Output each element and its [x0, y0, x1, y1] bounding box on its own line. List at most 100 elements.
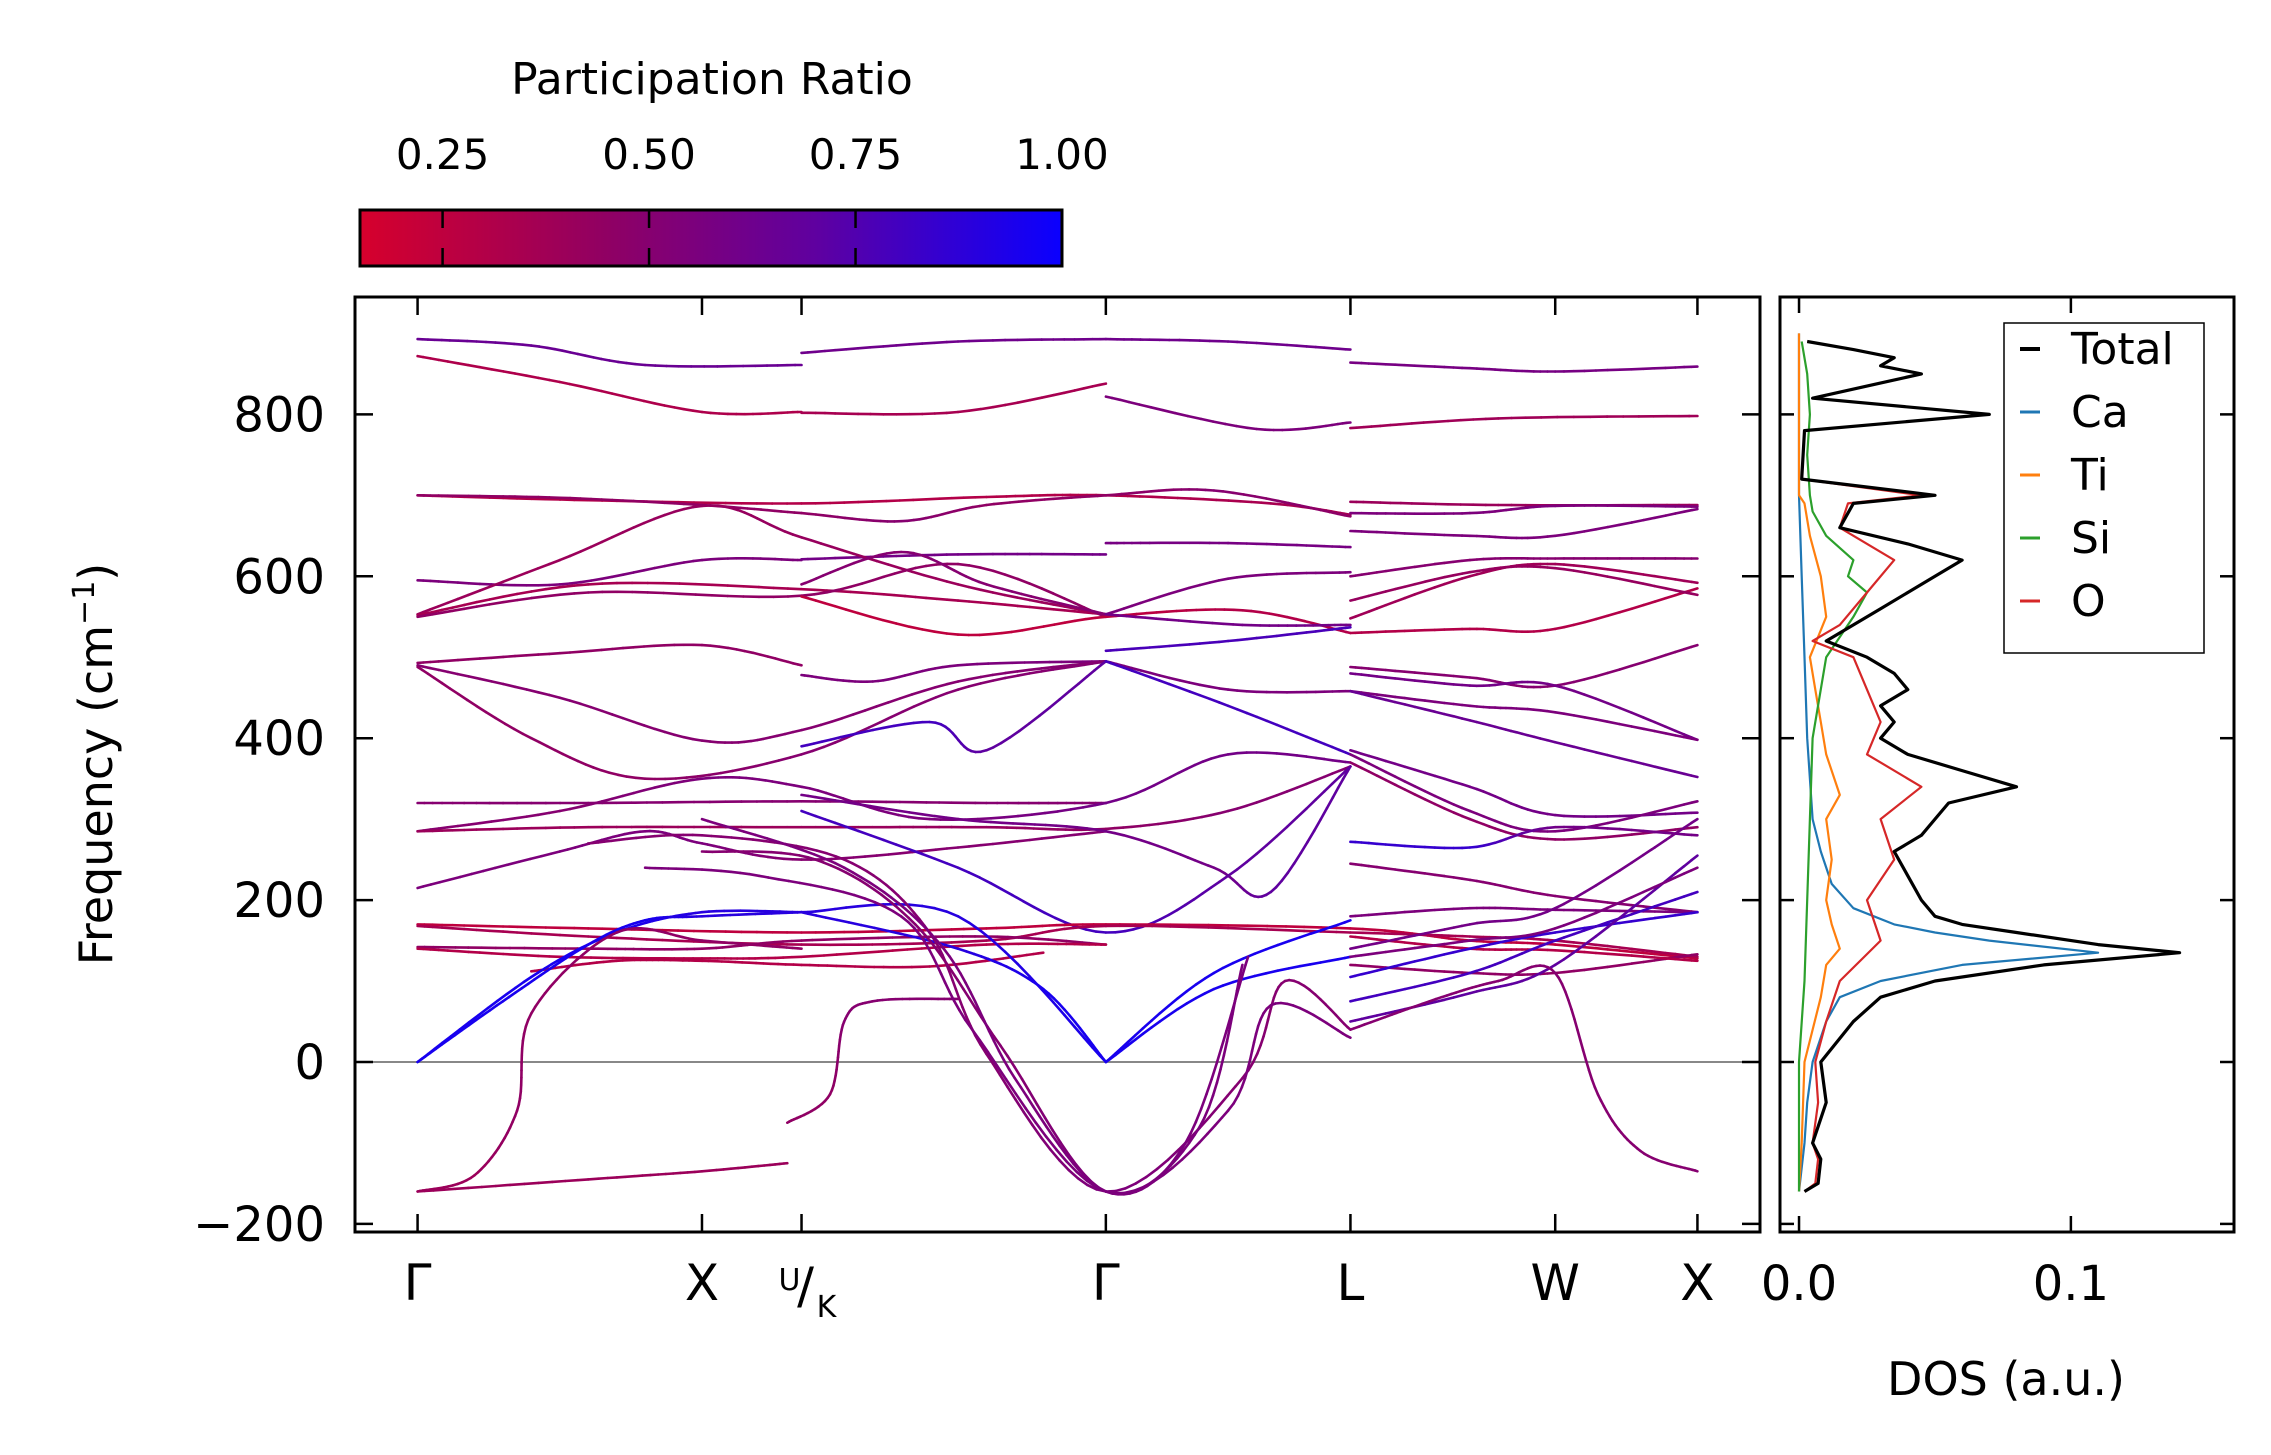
- band-segment: [770, 850, 783, 855]
- band-segment: [1168, 676, 1181, 682]
- band-segment: [997, 1049, 1006, 1062]
- band-segment: [1135, 611, 1148, 616]
- band-segment: [1212, 966, 1225, 975]
- band-segment: [876, 949, 895, 954]
- band-segment: [1073, 663, 1086, 668]
- band-segment: [1642, 846, 1657, 857]
- band-b68: [1349, 866, 1699, 959]
- band-segment: [513, 372, 529, 378]
- band-segment: [1063, 608, 1076, 613]
- band-segment: [572, 934, 590, 938]
- band-segment: [1452, 970, 1464, 974]
- band-segment: [808, 787, 820, 792]
- band-segment: [1413, 705, 1427, 711]
- band-segment: [856, 802, 872, 808]
- band-segment: [964, 981, 972, 994]
- band-segment: [453, 1028, 464, 1037]
- band-segment: [555, 971, 565, 982]
- band-segment: [1553, 533, 1566, 538]
- band-segment: [547, 558, 562, 566]
- band-segment: [1562, 943, 1576, 948]
- band-segment: [1000, 887, 1014, 897]
- band-segment: [522, 975, 533, 984]
- band-segment: [967, 682, 983, 688]
- band-segment: [801, 848, 816, 856]
- band-segment: [1177, 619, 1192, 623]
- band-segment: [1653, 807, 1667, 814]
- band-segment: [1674, 952, 1686, 957]
- colorbar-title: Participation Ratio: [511, 54, 913, 105]
- band-segment: [1188, 620, 1203, 624]
- band-segment: [1143, 784, 1155, 792]
- band-segment: [893, 722, 906, 728]
- band-segment: [1460, 570, 1472, 575]
- band-segment: [851, 874, 862, 882]
- band-segment: [992, 1039, 1001, 1052]
- band-segment: [967, 818, 982, 823]
- band-segment: [1553, 894, 1566, 899]
- band-segment: [1134, 615, 1147, 620]
- band-segment: [1234, 1076, 1244, 1088]
- band-segment: [806, 596, 818, 602]
- band-b69: [1349, 817, 1699, 951]
- band-segment: [1367, 964, 1379, 969]
- band-segment: [700, 776, 712, 781]
- band-segment: [1423, 944, 1437, 949]
- band-segment: [1546, 738, 1557, 744]
- band-b33: [1104, 625, 1352, 653]
- band-segment: [1690, 592, 1699, 597]
- band-b46: [1349, 748, 1699, 818]
- band-segment: [1594, 925, 1609, 938]
- band-segment: [967, 996, 977, 1010]
- band-segment: [470, 869, 485, 876]
- band-segment: [1579, 1038, 1585, 1052]
- band-segment: [907, 847, 924, 856]
- band-segment: [663, 510, 676, 517]
- band-segment: [1576, 1028, 1582, 1042]
- band-segment: [1630, 725, 1645, 731]
- band-segment: [944, 961, 954, 973]
- band-segment: [814, 908, 827, 913]
- band-segment: [1553, 948, 1566, 953]
- band-segment: [1241, 608, 1253, 613]
- band-segment: [1413, 957, 1427, 963]
- band-segment: [732, 827, 746, 833]
- band-segment: [1446, 418, 1462, 423]
- band-segment: [1572, 620, 1586, 627]
- band-segment: [1305, 798, 1318, 810]
- band-segment: [844, 561, 856, 568]
- band-segment: [1413, 845, 1427, 849]
- band-segment: [1175, 903, 1187, 912]
- band-segment: [568, 351, 580, 356]
- band-segment: [1275, 723, 1289, 731]
- band-segment: [1094, 615, 1108, 620]
- band-segment: [530, 594, 548, 600]
- band-b40: [416, 799, 1108, 805]
- band-segment: [652, 401, 666, 407]
- band-segment: [1008, 500, 1020, 504]
- band-segment: [1018, 722, 1031, 733]
- band-segment: [884, 883, 894, 892]
- band-segment: [979, 601, 995, 605]
- band-segment: [1403, 946, 1417, 951]
- band-segment: [1232, 1094, 1240, 1105]
- band-segment: [1093, 801, 1108, 807]
- band-segment: [1452, 973, 1464, 979]
- band-segment: [1423, 908, 1437, 913]
- band-segment: [1246, 927, 1269, 931]
- band-segment: [1191, 815, 1204, 820]
- band-segment: [1275, 825, 1289, 838]
- band-segment: [1562, 828, 1576, 832]
- band-segment: [558, 651, 572, 655]
- band-segment: [726, 594, 745, 598]
- band-segment: [1063, 663, 1076, 668]
- band-segment: [1158, 644, 1171, 649]
- band-segment: [1562, 969, 1576, 974]
- band-segment: [840, 713, 855, 720]
- band-segment: [992, 585, 1005, 591]
- band-segment: [789, 844, 804, 852]
- band-segment: [579, 384, 593, 391]
- band-segment: [1130, 669, 1142, 676]
- band-segment: [1393, 762, 1407, 769]
- band-segment: [1065, 939, 1076, 944]
